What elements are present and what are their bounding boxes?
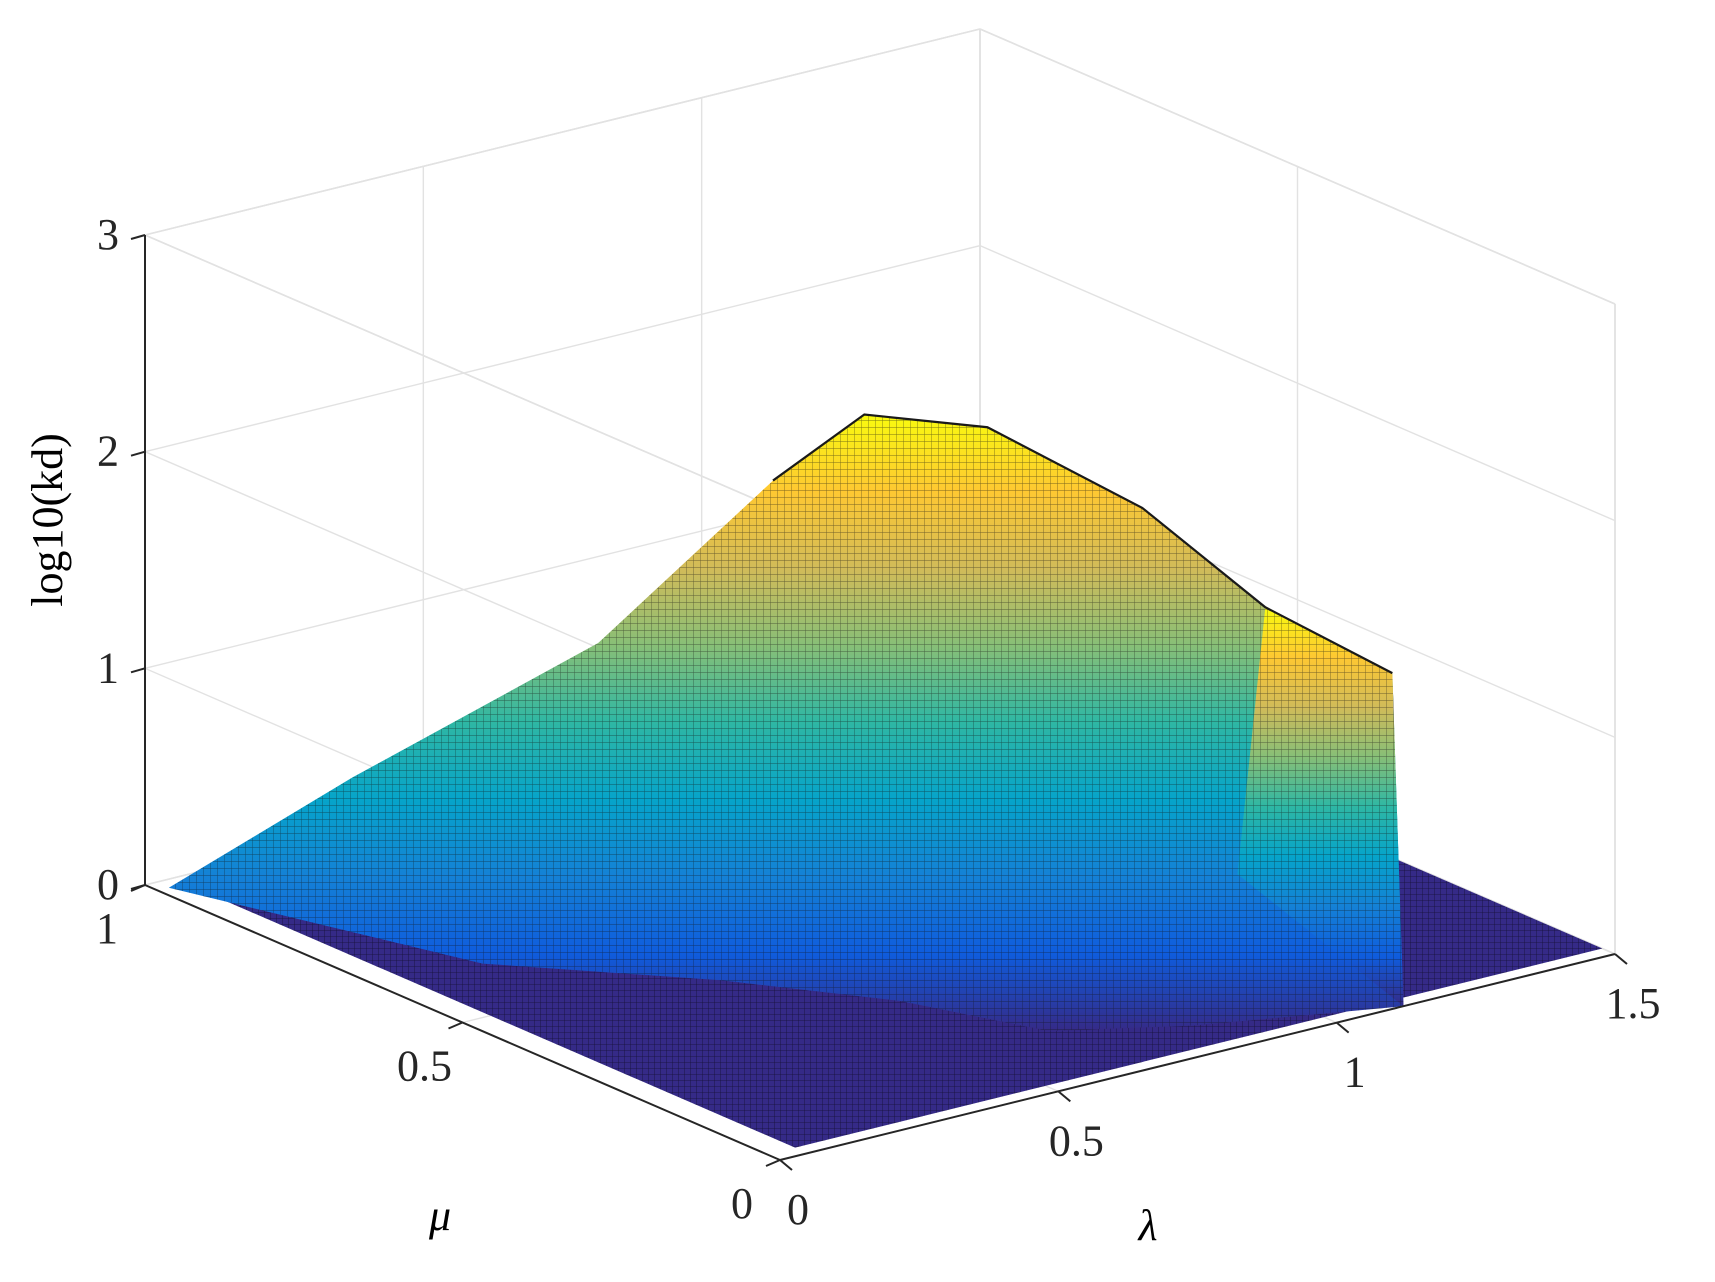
z-tick-label: 2 <box>97 427 119 476</box>
z-axis-label: log10(kd) <box>23 433 72 607</box>
x-axis-label: λ <box>1136 1201 1157 1250</box>
x-tick-labels: 0 0.5 1 1.5 <box>787 979 1661 1234</box>
z-tick-label: 3 <box>97 210 119 259</box>
tick-marks <box>130 234 1628 1171</box>
y-tick-label: 0 <box>731 1179 753 1228</box>
y-tick <box>130 884 146 892</box>
y-tick-labels: 00.51 <box>96 904 753 1228</box>
x-tick-label: 1 <box>1344 1048 1366 1097</box>
surface-lobe-mesh <box>168 414 1404 1032</box>
axis-line <box>779 953 1616 1161</box>
x-tick-label: 0.5 <box>1049 1116 1104 1165</box>
y-tick <box>448 1021 463 1030</box>
x-tick-label: 1.5 <box>1606 979 1661 1028</box>
z-tick <box>130 450 146 457</box>
z-tick-label: 0 <box>97 860 119 909</box>
y-tick <box>765 1159 781 1167</box>
surface-cliff-mesh <box>1237 607 1404 1007</box>
y-tick-label: 0.5 <box>397 1042 452 1091</box>
y-axis-label: μ <box>428 1191 451 1240</box>
x-tick <box>1336 1021 1350 1034</box>
y-tick-label: 1 <box>96 904 118 953</box>
z-tick-label: 1 <box>97 643 119 692</box>
surface-ridge <box>772 413 1393 675</box>
x-tick <box>1614 953 1628 965</box>
z-tick-labels: 0 1 2 3 <box>97 210 119 909</box>
z-tick <box>130 234 146 240</box>
x-tick <box>779 1159 793 1171</box>
z-tick <box>130 667 146 674</box>
x-tick-label: 0 <box>787 1185 809 1234</box>
surface <box>168 413 1603 1148</box>
x-tick <box>1057 1090 1071 1103</box>
